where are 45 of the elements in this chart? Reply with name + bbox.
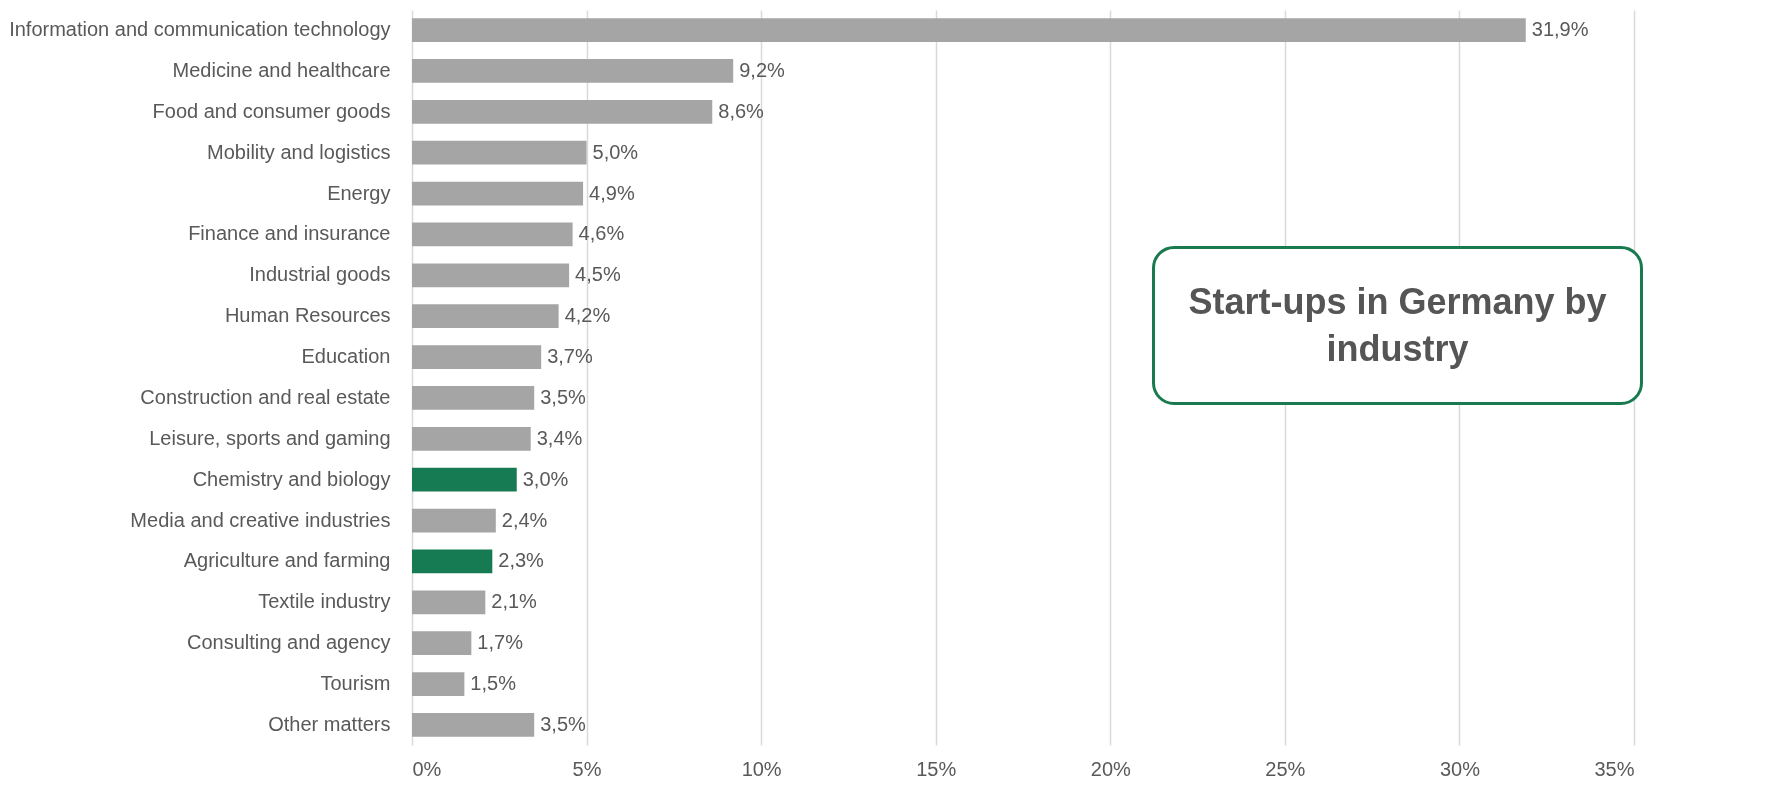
y-tick-label: Industrial goods — [249, 263, 391, 286]
data-label: 2,3% — [498, 549, 545, 572]
y-tick-label: Other matters — [268, 712, 391, 735]
data-label: 2,1% — [491, 590, 538, 613]
data-label: 9,2% — [739, 58, 786, 81]
text: Start-ups in Germany by industry — [1152, 246, 1643, 405]
y-tick-label: Mobility and logistics — [207, 140, 391, 163]
y-tick-label: Agriculture and farming — [183, 549, 391, 572]
y-tick-label: Finance and insurance — [188, 222, 391, 245]
x-tick-label: 20% — [1090, 757, 1132, 780]
data-label: 3,7% — [547, 345, 593, 368]
y-tick-label: Education — [301, 345, 391, 368]
y-tick-label: Construction and real estate — [140, 385, 391, 408]
data-label: 8,6% — [718, 99, 765, 122]
y-tick-label: Consulting and agency — [187, 631, 391, 654]
x-tick-label: 25% — [1265, 757, 1306, 780]
x-tick-label: 10% — [741, 757, 782, 780]
x-tick-label: 5% — [572, 757, 602, 780]
y-tick-label: Media and creative industries — [130, 508, 391, 531]
data-label: 1,5% — [470, 672, 517, 695]
data-label: 3,5% — [540, 385, 586, 408]
data-label: 4,2% — [564, 304, 611, 327]
y-tick-label: Textile industry — [258, 590, 391, 613]
y-tick-label: Leisure, sports and gaming — [149, 426, 391, 449]
data-label: 2,4% — [501, 508, 548, 531]
y-tick-label: Human Resources — [224, 304, 391, 327]
y-tick-label: Medicine and healthcare — [172, 58, 391, 81]
data-label: 31,9% — [1531, 18, 1589, 41]
y-tick-label: Chemistry and biology — [192, 467, 391, 490]
data-label: 5,0% — [592, 140, 639, 163]
y-tick-label: Tourism — [320, 672, 391, 695]
y-tick-label: Food and consumer goods — [152, 99, 391, 122]
data-label: 3,4% — [536, 426, 583, 449]
data-label: 3,0% — [522, 467, 569, 490]
x-tick-label: 0% — [412, 757, 442, 780]
x-tick-label: 35% — [1594, 757, 1635, 780]
y-tick-label: Information and communication technology — [9, 18, 391, 41]
data-label: 4,9% — [589, 181, 635, 204]
data-label: 4,6% — [578, 222, 625, 245]
y-tick-label: Energy — [327, 181, 391, 204]
x-tick-label: 30% — [1439, 757, 1481, 780]
x-tick-label: 15% — [916, 757, 957, 780]
data-label: 3,5% — [540, 712, 586, 735]
data-label: 1,7% — [477, 631, 524, 654]
data-label: 4,5% — [575, 263, 621, 286]
